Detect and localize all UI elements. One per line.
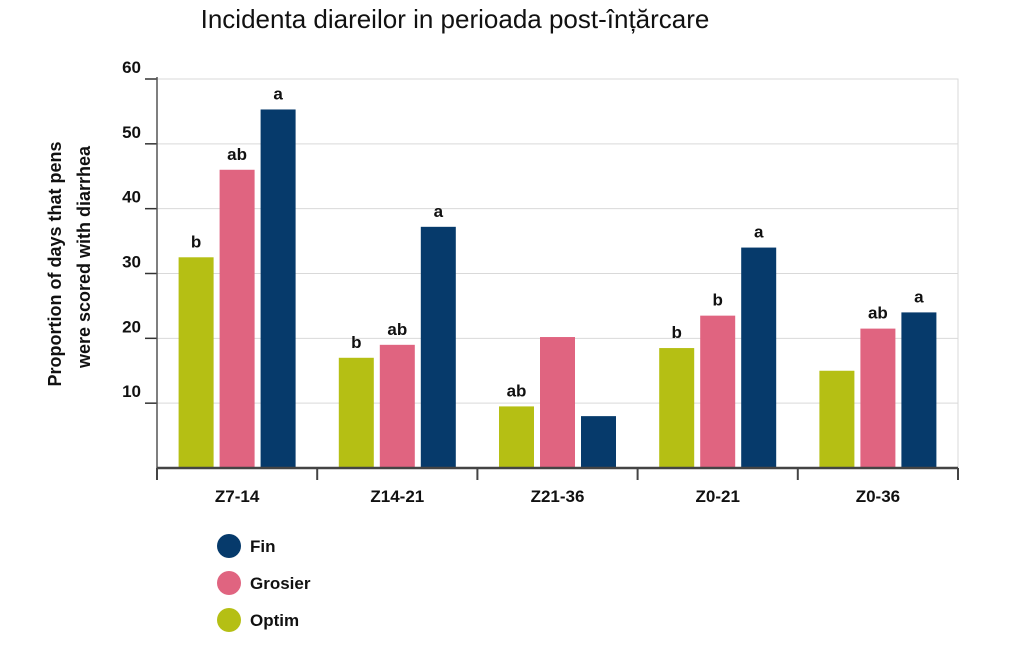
y-axis-title-line-1: Proportion of days that pens <box>45 141 65 386</box>
bar-fin-z0-21 <box>741 247 777 468</box>
legend-label-optim: Optim <box>250 611 299 630</box>
bar-fin-z21-36 <box>581 416 616 468</box>
y-tick-label: 50 <box>122 123 141 142</box>
significance-label: b <box>191 232 201 251</box>
significance-label: ab <box>387 320 407 339</box>
bar-grosier-z14-21 <box>379 344 415 468</box>
bar-fin-z0-36 <box>901 312 937 468</box>
legend-marker-grosier <box>217 571 241 595</box>
bar-grosier-z21-36 <box>540 337 575 468</box>
bar-optim-z7-14 <box>178 257 214 468</box>
legend-marker-optim <box>217 608 241 632</box>
bar-grosier-z7-14 <box>219 169 255 468</box>
significance-label: b <box>672 323 682 342</box>
axes <box>145 77 959 480</box>
legend-label-fin: Fin <box>250 537 276 556</box>
significance-label: a <box>914 287 924 306</box>
x-tick-label: Z0-21 <box>695 487 739 506</box>
significance-label: b <box>351 333 361 352</box>
bar-fin-z7-14 <box>260 109 296 468</box>
bar-fin-z14-21 <box>420 226 456 468</box>
bar-optim-z0-21 <box>659 348 695 468</box>
significance-label: b <box>713 291 723 310</box>
labels: 102030405060babaZ7-14babaZ14-21abZ21-36b… <box>45 58 924 506</box>
y-tick-label: 30 <box>122 253 141 272</box>
x-tick-label: Z21-36 <box>531 487 585 506</box>
y-tick-label: 10 <box>122 382 141 401</box>
significance-label: a <box>273 84 283 103</box>
y-tick-label: 20 <box>122 317 141 336</box>
x-tick-label: Z14-21 <box>370 487 424 506</box>
bar-optim-z0-36 <box>819 370 855 468</box>
significance-label: ab <box>868 304 888 323</box>
y-tick-label: 40 <box>122 188 141 207</box>
significance-label: a <box>754 223 764 242</box>
bar-optim-z21-36 <box>499 406 534 468</box>
bar-grosier-z0-21 <box>700 315 736 468</box>
significance-label: ab <box>227 145 247 164</box>
bars <box>178 109 937 468</box>
significance-label: ab <box>507 381 527 400</box>
y-tick-label: 60 <box>122 58 141 77</box>
legend: Fin Grosier Optim <box>217 534 311 632</box>
bar-optim-z14-21 <box>338 357 374 468</box>
x-tick-label: Z0-36 <box>856 487 900 506</box>
chart-title: Incidenta diareilor in perioada post-înț… <box>200 4 710 34</box>
x-tick-label: Z7-14 <box>215 487 260 506</box>
significance-label: a <box>434 202 444 221</box>
bar-grosier-z0-36 <box>860 328 896 468</box>
legend-marker-fin <box>217 534 241 558</box>
legend-label-grosier: Grosier <box>250 574 311 593</box>
y-axis-title-line-2: were scored with diarrhea <box>74 145 94 369</box>
